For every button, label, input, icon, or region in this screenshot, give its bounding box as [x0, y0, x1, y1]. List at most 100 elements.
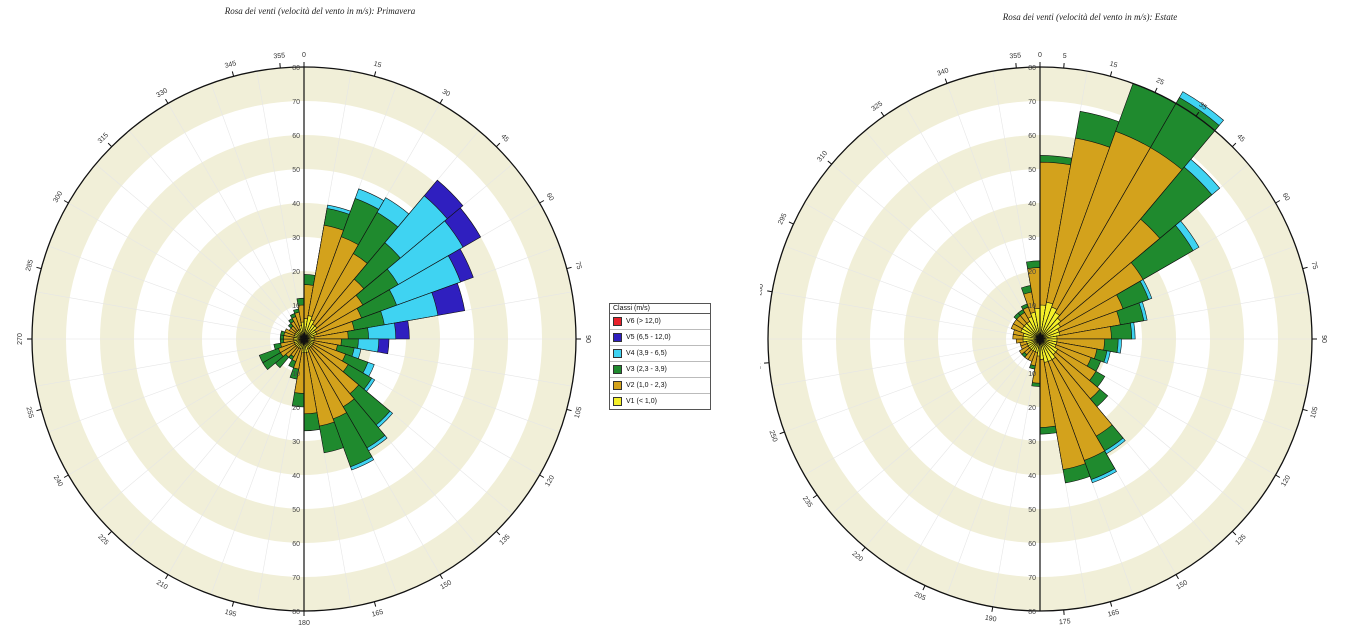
- direction-tick: [107, 530, 113, 536]
- radial-tick-label: 10: [1028, 303, 1036, 310]
- direction-tick: [779, 431, 785, 435]
- legend-item-v5: V5 (6,5 - 12,0): [610, 330, 710, 346]
- direction-tick: [1195, 111, 1200, 117]
- legend-swatch-v2: [613, 381, 622, 390]
- direction-tick: [880, 111, 885, 117]
- direction-tick: [495, 142, 501, 148]
- radial-tick-label: 30: [1028, 439, 1036, 446]
- direction-tick: [495, 530, 501, 536]
- direction-gridline: [903, 103, 1041, 340]
- direction-tick: [439, 98, 443, 104]
- direction-tick-label: 240: [52, 474, 64, 488]
- direction-tick: [1175, 574, 1179, 580]
- direction-tick-label: 345: [224, 60, 237, 70]
- direction-gridline: [903, 338, 1041, 575]
- radial-tick-label: 40: [1028, 201, 1036, 208]
- direction-tick: [165, 98, 169, 104]
- direction-tick: [566, 408, 572, 412]
- radial-tick-label: 50: [1028, 507, 1036, 514]
- direction-tick-label: 180: [298, 620, 310, 627]
- legend-title: Classi (m/s): [610, 304, 710, 314]
- radial-tick-label: 60: [1028, 133, 1036, 140]
- direction-tick-label: 150: [439, 579, 453, 591]
- direction-tick: [566, 266, 572, 270]
- direction-tick: [1109, 71, 1113, 77]
- direction-gridline: [772, 338, 1041, 387]
- direction-gridline: [128, 130, 305, 340]
- radial-tick-label: 40: [1028, 473, 1036, 480]
- direction-tick-label: 315: [97, 132, 110, 145]
- direction-tick-label: 235: [801, 495, 813, 509]
- direction-gridline: [210, 338, 305, 595]
- direction-tick: [1275, 474, 1281, 478]
- direction-tick-label: 75: [1310, 261, 1319, 270]
- direction-tick-label: 190: [984, 615, 997, 624]
- legend-swatch-v3: [613, 365, 622, 374]
- legend-item-v3: V3 (2,3 - 3,9): [610, 362, 710, 378]
- direction-tick-label: 120: [544, 474, 556, 488]
- direction-gridline: [784, 245, 1041, 340]
- direction-tick-label: 90: [584, 335, 591, 343]
- radial-tick-label: 20: [292, 269, 300, 276]
- direction-tick: [1231, 142, 1237, 148]
- direction-tick-label: 0: [1038, 52, 1042, 59]
- direction-gridline: [784, 338, 1041, 433]
- chart-title-primavera: Rosa dei venti (velocità del vento in m/…: [224, 6, 416, 16]
- radial-tick-label: 40: [292, 201, 300, 208]
- direction-tick-label: 105: [1310, 406, 1320, 419]
- radial-tick-label: 80: [292, 609, 300, 616]
- direction-tick-label: 340: [936, 67, 949, 78]
- direction-tick: [991, 606, 994, 612]
- chart-title-estate: Rosa dei venti (velocità del vento in m/…: [1002, 12, 1178, 22]
- direction-gridline: [167, 338, 305, 575]
- radial-tick-label: 70: [292, 99, 300, 106]
- direction-tick: [767, 290, 773, 293]
- direction-tick-label: 355: [273, 52, 285, 60]
- wind-sectors: [1010, 83, 1225, 484]
- legend-swatch-v5: [613, 333, 622, 342]
- radial-tick-label: 70: [1028, 99, 1036, 106]
- direction-tick: [107, 142, 113, 148]
- direction-tick-label: 0: [302, 52, 306, 59]
- legend-item-v1: V1 (< 1,0): [610, 394, 710, 409]
- legend-label-v3: V3 (2,3 - 3,9): [626, 366, 667, 373]
- direction-tick-label: 325: [871, 100, 885, 112]
- direction-gridline: [804, 338, 1041, 476]
- direction-tick: [1154, 87, 1158, 93]
- direction-tick: [36, 266, 42, 270]
- direction-tick-label: 45: [1235, 133, 1246, 144]
- direction-gridline: [831, 163, 1041, 340]
- direction-tick: [944, 78, 948, 84]
- direction-tick: [539, 200, 545, 204]
- wind-rose-primavera: 1010202030304040505060607070808001530456…: [17, 52, 591, 627]
- legend-item-v6: V6 (> 12,0): [610, 314, 710, 330]
- radial-tick-label: 80: [1028, 609, 1036, 616]
- radial-tick-label: 50: [1028, 167, 1036, 174]
- radial-tick-label: 70: [292, 575, 300, 582]
- direction-tick-label: 205: [913, 591, 927, 602]
- radial-tick-labels: 10 10 20 20 30 30 40 40 50 50 60 60 70 70 80 80: [292, 65, 300, 616]
- legend-item-v2: V2 (1,0 - 2,3): [610, 378, 710, 394]
- legend-label-v1: V1 (< 1,0): [626, 398, 657, 405]
- radial-tick-label: 10: [1028, 371, 1036, 378]
- direction-tick-label: 270: [17, 333, 24, 345]
- radial-tick-label: 10: [292, 371, 300, 378]
- direction-tick-label: 255: [24, 406, 34, 419]
- direction-tick-label: 265: [760, 358, 761, 370]
- legend-swatch-v4: [613, 349, 622, 358]
- direction-gridline: [256, 71, 305, 340]
- radial-tick-label: 50: [292, 167, 300, 174]
- direction-tick-label: 195: [224, 609, 237, 619]
- direction-tick: [63, 200, 69, 204]
- direction-tick: [539, 474, 545, 478]
- direction-tick-label: 280: [760, 283, 765, 296]
- legend-item-v4: V4 (3,9 - 6,5): [610, 346, 710, 362]
- direction-tick-label: 25: [1155, 77, 1165, 87]
- direction-tick: [788, 221, 794, 225]
- direction-tick: [1302, 408, 1308, 412]
- direction-tick-label: 30: [441, 88, 451, 98]
- direction-tick-label: 35: [1197, 102, 1207, 112]
- direction-tick-label: 225: [96, 533, 109, 546]
- wind-sectors: [258, 179, 482, 471]
- radial-tick-label: 60: [292, 541, 300, 548]
